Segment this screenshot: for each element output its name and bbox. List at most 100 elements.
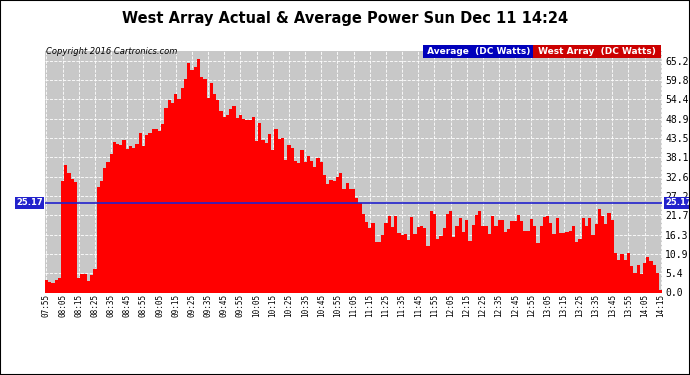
Bar	[591, 236, 595, 292]
Bar	[336, 177, 339, 292]
Bar	[484, 226, 488, 292]
Bar	[252, 117, 255, 292]
Bar	[530, 219, 533, 292]
Bar	[533, 226, 536, 292]
Bar	[659, 290, 662, 292]
Bar	[543, 217, 546, 292]
Bar	[126, 149, 129, 292]
Bar	[643, 263, 647, 292]
Bar	[313, 167, 317, 292]
Bar	[262, 140, 265, 292]
Bar	[540, 225, 543, 292]
Bar	[58, 278, 61, 292]
Bar	[546, 216, 549, 292]
Bar	[497, 220, 501, 292]
Bar	[436, 239, 440, 292]
Bar	[365, 222, 368, 292]
Bar	[388, 216, 391, 292]
Bar	[93, 269, 97, 292]
Bar	[226, 115, 229, 292]
Bar	[45, 280, 48, 292]
Bar	[200, 77, 204, 292]
Bar	[488, 234, 491, 292]
Bar	[265, 143, 268, 292]
Bar	[103, 168, 106, 292]
Bar	[68, 173, 70, 292]
Bar	[452, 237, 455, 292]
Bar	[229, 110, 233, 292]
Bar	[440, 236, 442, 292]
Bar	[281, 138, 284, 292]
Bar	[317, 158, 319, 292]
Bar	[524, 231, 526, 292]
Bar	[210, 83, 213, 292]
Bar	[549, 224, 553, 292]
Bar	[110, 154, 112, 292]
Bar	[310, 161, 313, 292]
Bar	[407, 240, 411, 292]
Bar	[627, 252, 630, 292]
Bar	[601, 216, 604, 292]
Bar	[656, 273, 659, 292]
Bar	[633, 273, 637, 292]
Bar	[171, 103, 174, 292]
Bar	[294, 161, 297, 292]
Bar	[204, 80, 206, 292]
Bar	[517, 214, 520, 292]
Bar	[348, 189, 352, 292]
Bar	[459, 217, 462, 292]
Bar	[536, 243, 540, 292]
Bar	[290, 148, 294, 292]
Bar	[268, 134, 271, 292]
Text: Copyright 2016 Cartronics.com: Copyright 2016 Cartronics.com	[46, 47, 177, 56]
Bar	[413, 234, 417, 292]
Bar	[242, 119, 246, 292]
Bar	[319, 162, 323, 292]
Bar	[511, 221, 513, 292]
Bar	[426, 246, 430, 292]
Bar	[233, 106, 235, 292]
Bar	[494, 226, 497, 292]
Bar	[206, 98, 210, 292]
Bar	[582, 218, 585, 292]
Bar	[174, 94, 177, 292]
Bar	[122, 140, 126, 292]
Bar	[611, 220, 614, 292]
Bar	[475, 216, 478, 292]
Bar	[145, 135, 148, 292]
Bar	[248, 120, 252, 292]
Bar	[572, 226, 575, 292]
Bar	[239, 115, 242, 292]
Bar	[132, 148, 135, 292]
Bar	[177, 99, 181, 292]
Bar	[164, 108, 168, 292]
Bar	[588, 218, 591, 292]
Bar	[184, 80, 187, 292]
Bar	[48, 282, 51, 292]
Bar	[355, 198, 359, 292]
Bar	[142, 146, 145, 292]
Bar	[381, 235, 384, 292]
Bar	[61, 181, 64, 292]
Bar	[555, 218, 559, 292]
Bar	[158, 130, 161, 292]
Bar	[90, 275, 93, 292]
Text: 25.17: 25.17	[666, 198, 690, 207]
Bar	[368, 228, 371, 292]
Bar	[442, 228, 446, 292]
Bar	[106, 162, 110, 292]
Bar	[64, 165, 68, 292]
Bar	[323, 175, 326, 292]
Bar	[617, 260, 620, 292]
Bar	[430, 211, 433, 292]
Bar	[411, 217, 413, 292]
Bar	[640, 273, 643, 292]
Bar	[112, 142, 116, 292]
Bar	[575, 242, 578, 292]
Bar	[433, 214, 436, 292]
Bar	[404, 234, 407, 292]
Bar	[559, 233, 562, 292]
Bar	[504, 232, 507, 292]
Bar	[287, 145, 290, 292]
Bar	[216, 100, 219, 292]
